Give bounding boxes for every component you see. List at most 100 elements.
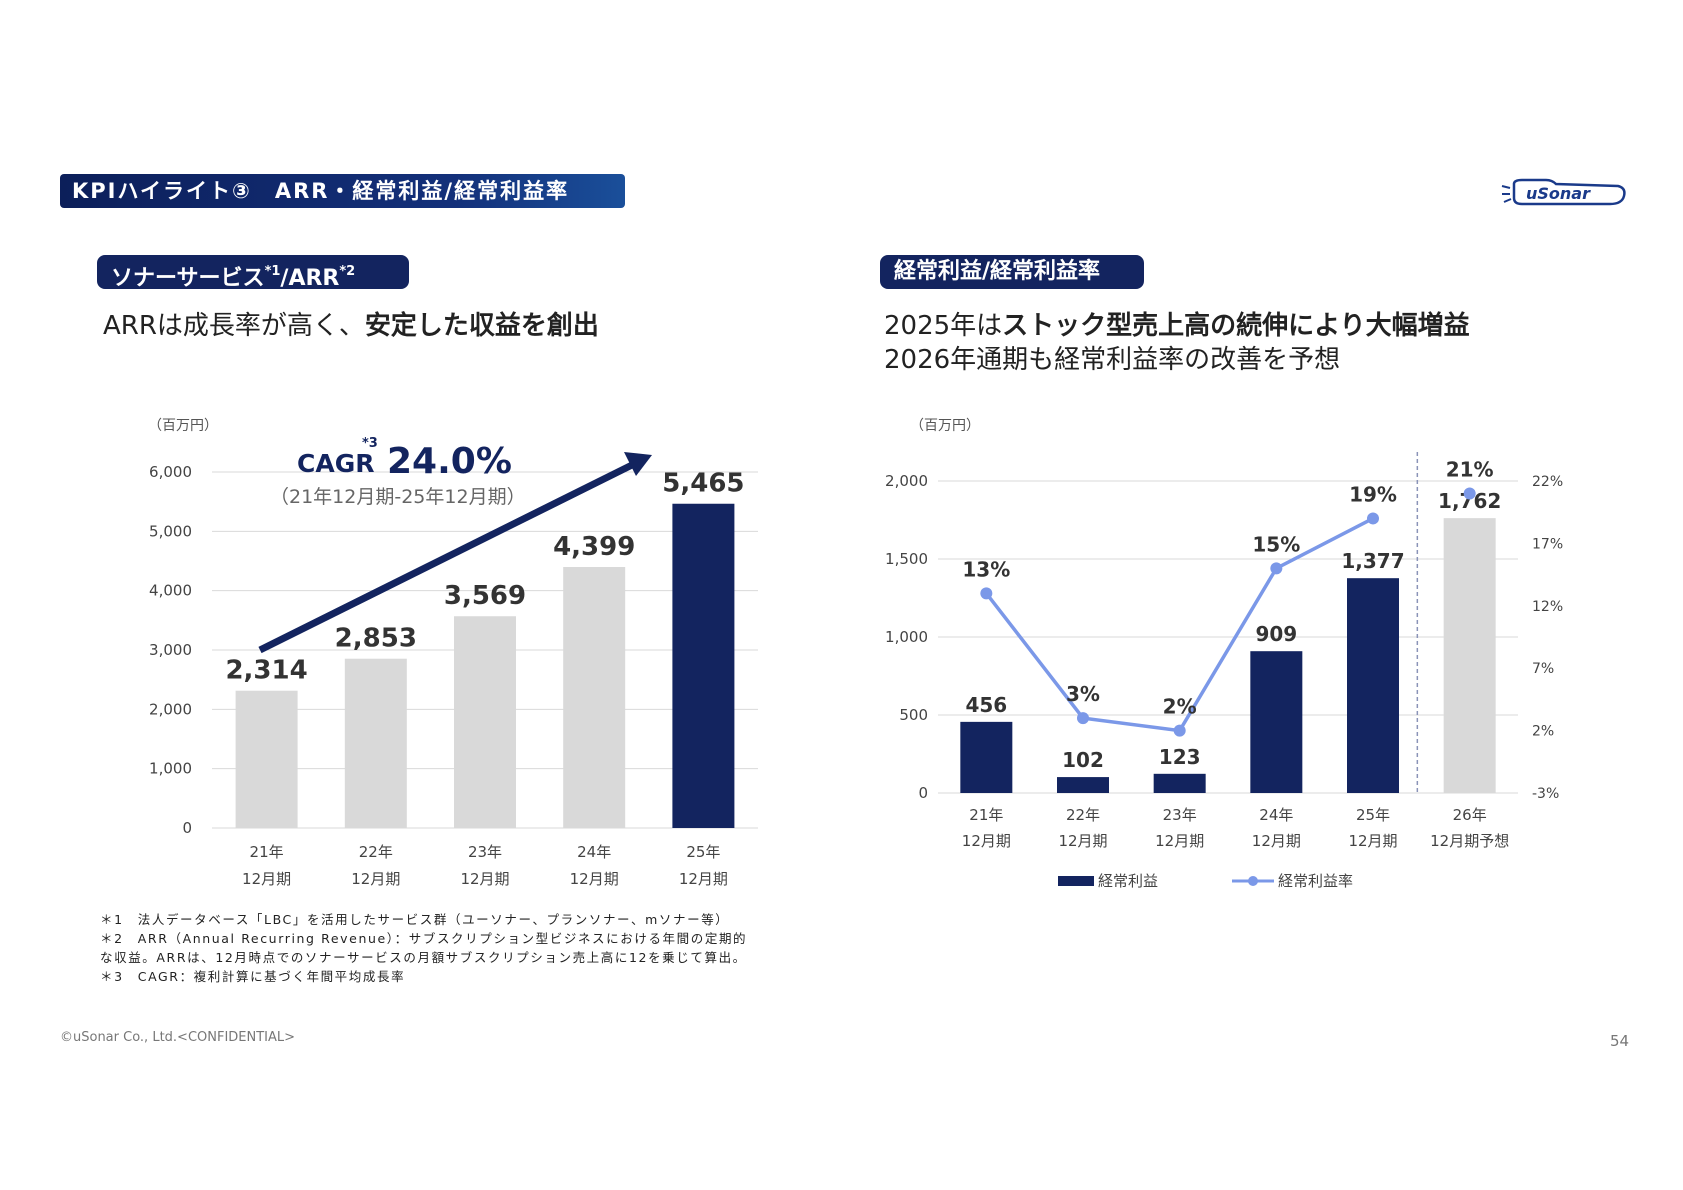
x-tick-label-period: 12月期	[242, 870, 291, 888]
x-tick-label-year: 21年	[250, 843, 284, 861]
y-tick-label: 3,000	[149, 641, 192, 659]
cagr-period: （21年12月期-25年12月期）	[270, 486, 526, 508]
x-tick-label-period: 12月期	[570, 870, 619, 888]
margin-point	[1173, 724, 1186, 737]
profit-value-label: 102	[1062, 748, 1104, 772]
profit-bar	[1250, 651, 1303, 793]
y2-tick-label: 2%	[1532, 724, 1554, 740]
profit-value-label: 1,377	[1341, 549, 1404, 573]
cagr-sup: *3	[362, 436, 378, 451]
margin-value-label: 19%	[1349, 482, 1397, 506]
profit-value-label: 456	[965, 693, 1007, 717]
profit-bar	[1057, 777, 1109, 793]
footnote-1: ＊1 法人データベース「LBC」を活用したサービス群（ユーソナー、プランソナー、…	[100, 912, 730, 927]
left-headline-plain: ARRは成長率が高く、	[103, 311, 365, 341]
right-headline-2: 2026年通期も経常利益率の改善を予想	[884, 345, 1341, 375]
right-headline-plain: 2025年は	[884, 311, 1003, 341]
arr-value-label: 2,314	[225, 656, 307, 686]
footnote-2: ＊2 ARR（Annual Recurring Revenue）：サブスクリプシ…	[100, 931, 748, 946]
x-tick-label-year: 25年	[1356, 806, 1390, 824]
margin-point	[1463, 487, 1476, 500]
right-section-pill: 経常利益/経常利益率	[880, 255, 1144, 289]
margin-point	[980, 587, 993, 600]
left-headline-bold: 安定した収益を創出	[364, 311, 599, 341]
profit-bar	[1443, 518, 1496, 793]
x-tick-label-period: 12月期	[1348, 832, 1397, 850]
legend-swatch-marker	[1248, 876, 1258, 886]
x-tick-label-period: 12月期	[1058, 832, 1107, 850]
x-tick-label-period: 12月期予想	[1430, 832, 1509, 850]
y2-tick-label: 17%	[1532, 536, 1563, 552]
right-headline-bold: ストック型売上高の続伸により大幅増益	[1002, 311, 1470, 341]
margin-value-label: 3%	[1066, 682, 1100, 706]
pill-main-text: ソナーサービス	[111, 266, 265, 291]
ordinary-profit-chart: （百万円） 0 500 1,000 1,500 2,000 -3% 2% 7% 12% 17% 22…	[885, 418, 1563, 890]
y-tick-label: 2,000	[885, 472, 928, 490]
legend-label-bar: 経常利益	[1098, 872, 1158, 890]
x-tick-label-period: 12月期	[679, 870, 728, 888]
profit-bar	[1153, 773, 1206, 793]
usonar-logo-icon: uSonar	[1501, 178, 1626, 206]
x-tick-label-year: 24年	[577, 843, 611, 861]
logo-text: uSonar	[1526, 184, 1591, 203]
copyright: ©uSonar Co., Ltd.<CONFIDENTIAL>	[60, 1030, 296, 1045]
x-tick-label-year: 23年	[1163, 806, 1197, 824]
right-headline-1: 2025年はストック型売上高の続伸により大幅増益	[884, 309, 1470, 343]
margin-value-label: 15%	[1252, 532, 1300, 556]
x-tick-label-period: 12月期	[962, 832, 1011, 850]
y-tick-label: 1,000	[149, 760, 192, 778]
footnote-3: ＊3 CAGR：複利計算に基づく年間平均成長率	[100, 969, 406, 984]
arr-bar	[235, 690, 298, 828]
usonar-logo: uSonar	[1500, 172, 1630, 212]
y-tick-label: 4,000	[149, 582, 192, 600]
pill-sup2: *2	[339, 264, 356, 279]
arr-value-label: 5,465	[662, 469, 744, 499]
arr-bar	[454, 616, 516, 828]
cagr-label: CAGR	[297, 449, 374, 478]
profit-bar	[1347, 578, 1399, 793]
x-tick-label-period: 12月期	[351, 870, 400, 888]
y2-tick-label: 12%	[1532, 599, 1563, 615]
y-tick-label: 0	[918, 784, 928, 802]
x-tick-label-year: 24年	[1259, 806, 1293, 824]
right-pill-text: 経常利益/経常利益率	[894, 259, 1101, 284]
y-tick-label: 500	[899, 706, 928, 724]
arr-bar-chart: （百万円） 0 1,000 2,000 3,000 4,000 5,000 6,000 2,…	[148, 418, 758, 888]
section-title: KPIハイライト③ ARR・経常利益/経常利益率	[60, 174, 625, 208]
y2-tick-label: -3%	[1532, 786, 1559, 802]
arr-bar	[344, 658, 407, 828]
margin-value-label: 13%	[962, 557, 1010, 581]
margin-point	[1270, 562, 1283, 575]
arr-bar	[563, 566, 626, 828]
x-tick-label-year: 26年	[1453, 806, 1487, 824]
arr-bar	[672, 503, 735, 828]
cagr-arrow-head	[624, 452, 652, 476]
cagr-arrow-line	[258, 456, 644, 654]
profit-bar	[960, 721, 1013, 793]
margin-point	[1367, 512, 1379, 525]
margin-value-label: 2%	[1163, 695, 1197, 719]
y-tick-label: 2,000	[149, 700, 192, 718]
arr-unit-label: （百万円）	[148, 418, 218, 434]
arr-value-label: 3,569	[444, 581, 526, 611]
y-tick-label: 6,000	[149, 463, 192, 481]
page-number: 54	[1610, 1032, 1630, 1050]
footnote-2-cont: な収益。ARRは、12月時点でのソナーサービスの月額サブスクリプション売上高に1…	[100, 950, 747, 965]
x-tick-label-year: 21年	[969, 806, 1003, 824]
pill-mid-text: /ARR	[280, 266, 340, 291]
x-tick-label-period: 12月期	[1155, 832, 1204, 850]
y-tick-label: 5,000	[149, 522, 192, 540]
legend-swatch-bar	[1058, 876, 1094, 886]
y-tick-label: 0	[182, 819, 192, 837]
cagr-value: 24.0%	[387, 441, 512, 482]
left-headline: ARRは成長率が高く、安定した収益を創出	[103, 309, 599, 343]
y-tick-label: 1,000	[885, 628, 928, 646]
arr-value-label: 4,399	[553, 532, 635, 562]
profit-value-label: 909	[1255, 622, 1297, 646]
left-section-pill: ソナーサービス*1/ARR*2	[97, 255, 409, 291]
y-tick-label: 1,500	[885, 550, 928, 568]
y2-tick-label: 22%	[1532, 474, 1563, 490]
y2-tick-label: 7%	[1532, 661, 1554, 677]
x-tick-label-year: 25年	[686, 843, 720, 861]
arr-value-label: 2,853	[335, 624, 417, 654]
